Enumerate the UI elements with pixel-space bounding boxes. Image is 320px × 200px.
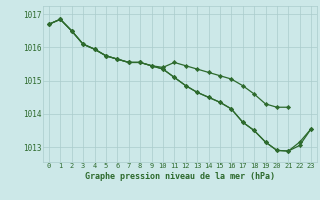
X-axis label: Graphe pression niveau de la mer (hPa): Graphe pression niveau de la mer (hPa) bbox=[85, 172, 275, 181]
